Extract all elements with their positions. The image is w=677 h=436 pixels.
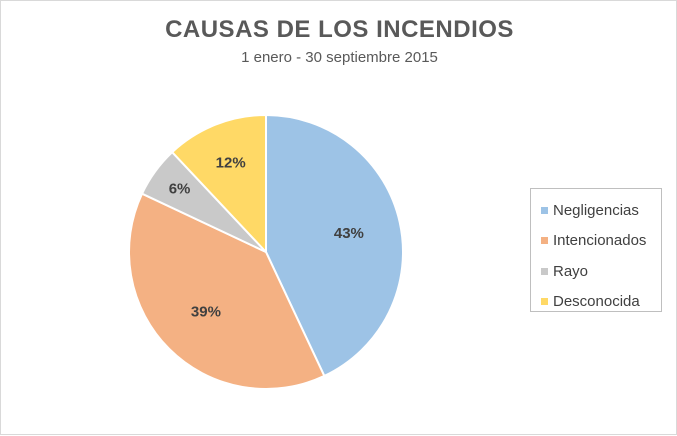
data-label-intencionados: 39%: [191, 304, 221, 321]
pie-slices: [128, 113, 404, 390]
chart-subtitle: 1 enero - 30 septiembre 2015: [241, 49, 438, 66]
legend-label: Intencionados: [553, 232, 647, 250]
pie-data-labels: 43% 39% 6% 12%: [169, 154, 364, 320]
pie-slice-desconocida: [170, 113, 267, 255]
legend-label: Rayo: [553, 262, 589, 280]
legend-swatch-intencionados: [541, 237, 548, 245]
pie-slice-intencionados: [128, 192, 326, 390]
legend-item-rayo: Rayo: [531, 256, 661, 287]
legend-swatch-negligencias: [541, 206, 548, 214]
chart-title: CAUSAS DE LOS INCENDIOS: [165, 16, 514, 43]
pie-slice-negligencias: [265, 113, 404, 378]
legend-item-intencionados: Intencionados: [531, 226, 661, 257]
data-label-negligencias: 43%: [334, 225, 364, 242]
legend: Negligencias Intencionados Rayo Desconoc…: [530, 188, 662, 312]
legend-swatch-desconocida: [541, 298, 548, 306]
data-label-rayo: 6%: [169, 181, 191, 198]
data-label-desconocida: 12%: [216, 154, 246, 171]
legend-item-negligencias: Negligencias: [531, 195, 661, 226]
legend-label: Desconocida: [553, 293, 640, 311]
legend-label: Negligencias: [553, 201, 639, 219]
legend-swatch-rayo: [541, 267, 548, 275]
legend-item-desconocida: Desconocida: [531, 287, 661, 318]
